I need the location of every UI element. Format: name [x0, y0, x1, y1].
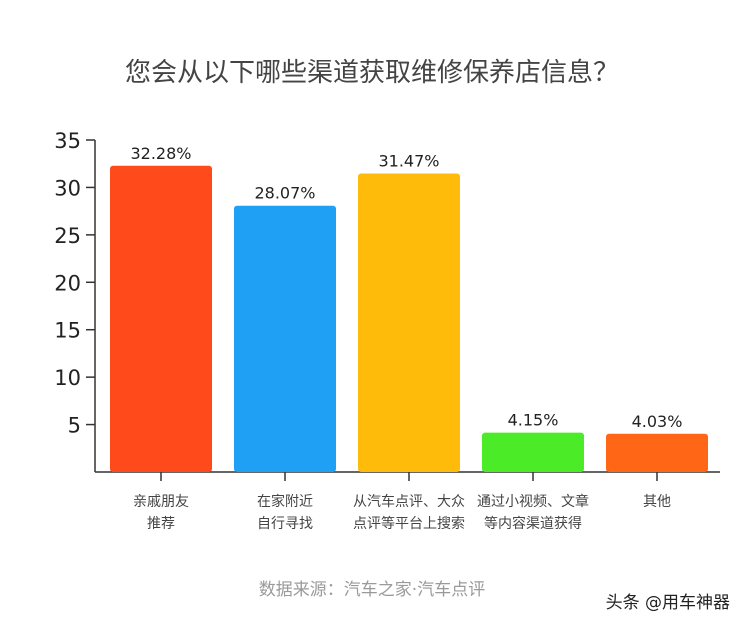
x-tick-label: 在家附近 [257, 493, 313, 510]
chart-title: 您会从以下哪些渠道获取维修保养店信息？ [124, 58, 619, 88]
bar [606, 433, 708, 472]
y-tick-label: 25 [54, 224, 81, 248]
x-tick-label: 等内容渠道获得 [484, 515, 582, 532]
data-label: 4.15% [508, 411, 559, 430]
bar [110, 165, 212, 472]
chart-bars [110, 165, 708, 473]
y-tick-label: 10 [54, 366, 81, 390]
y-tick-label: 15 [54, 319, 81, 343]
y-tick-label: 35 [54, 129, 81, 153]
x-tick-label: 从汽车点评、大众 [353, 493, 465, 510]
x-tick-label: 其他 [643, 494, 671, 510]
x-tick-label: 点评等平台上搜索 [353, 515, 465, 532]
bar [234, 205, 336, 472]
data-label: 28.07% [254, 184, 315, 203]
bar [358, 173, 460, 473]
x-tick-label: 亲戚朋友 [133, 494, 189, 510]
x-tick-label: 通过小视频、文章 [477, 493, 589, 510]
source-note: 数据来源：汽车之家·汽车点评 [258, 580, 486, 600]
y-tick-label: 5 [68, 414, 81, 438]
y-tick-label: 30 [54, 176, 81, 200]
watermark: 头条 @用车神器 [605, 593, 730, 613]
data-label: 31.47% [378, 151, 439, 170]
x-tick-label: 推荐 [147, 516, 175, 532]
data-label: 32.28% [130, 144, 191, 163]
data-label: 4.03% [632, 412, 683, 431]
y-tick-label: 20 [54, 271, 81, 295]
x-tick-label: 自行寻找 [257, 516, 313, 532]
bar [482, 432, 584, 472]
